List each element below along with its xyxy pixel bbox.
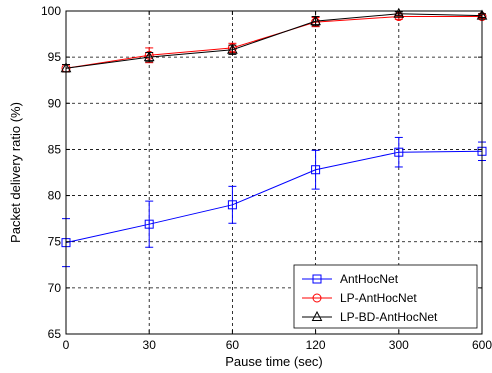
x-tick-label: 600	[472, 338, 492, 352]
legend-label: LP-BD-AntHocNet	[340, 310, 438, 324]
data-point	[143, 51, 155, 62]
y-tick-label: 65	[48, 327, 62, 341]
legend-label: AntHocNet	[340, 272, 399, 286]
legend-marker	[311, 310, 323, 321]
y-tick-label: 85	[48, 142, 62, 156]
y-tick-label: 90	[48, 96, 62, 110]
x-tick-label: 60	[226, 338, 240, 352]
data-point	[393, 7, 405, 18]
y-axis-label: Packet delivery ratio (%)	[8, 102, 23, 243]
tick-layer: 0 30 60 120 300 600 65 70 75 80 85 90 95 100	[41, 4, 492, 352]
series-line	[65, 150, 483, 244]
x-tick-label: 30	[143, 338, 157, 352]
series-line	[65, 13, 483, 69]
data-point	[144, 219, 154, 229]
y-tick-label: 95	[48, 50, 62, 64]
data-point	[310, 15, 321, 26]
legend-label: LP-AntHocNet	[340, 291, 417, 305]
legend: AntHocNet LP-AntHocNet LP-BD-AntHocNet	[293, 264, 478, 329]
data-point	[227, 200, 237, 210]
x-axis-label: Pause time (sec)	[225, 354, 323, 369]
y-tick-label: 75	[48, 235, 62, 249]
data-point	[394, 147, 404, 157]
x-tick-label: 120	[306, 338, 326, 352]
x-tick-label: 0	[63, 338, 70, 352]
y-tick-label: 70	[48, 281, 62, 295]
data-point	[311, 165, 321, 175]
legend-marker	[312, 293, 322, 303]
x-tick-label: 300	[389, 338, 409, 352]
y-tick-label: 80	[48, 189, 62, 203]
y-tick-label: 100	[41, 4, 61, 18]
plot-frame	[65, 10, 483, 335]
legend-marker	[312, 274, 322, 284]
data-point	[227, 43, 238, 54]
